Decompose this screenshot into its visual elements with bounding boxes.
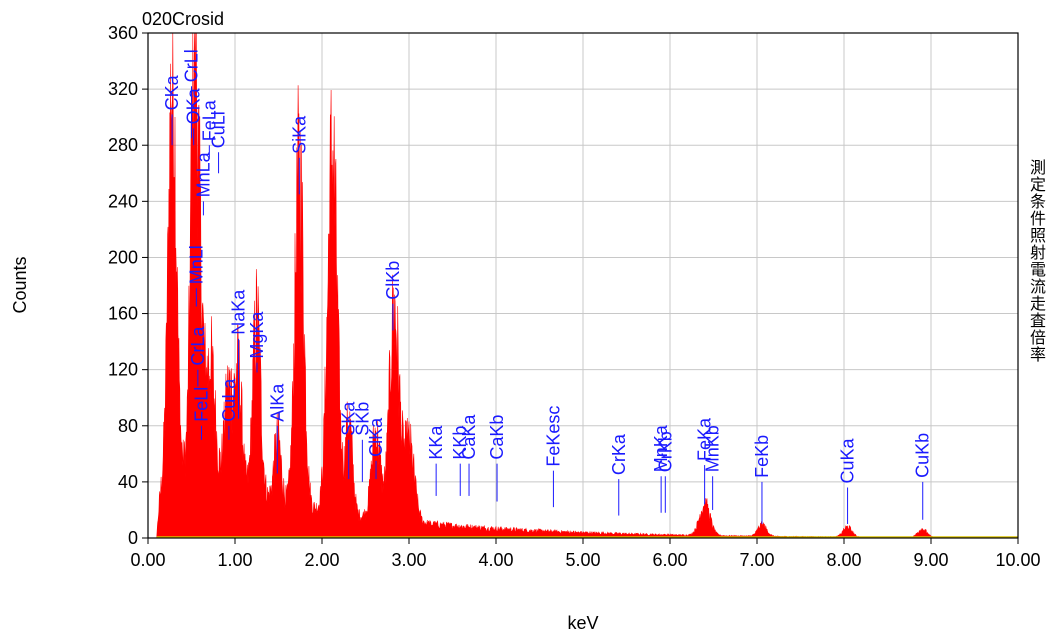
x-axis-title: keV: [567, 613, 598, 633]
y-tick-label: 160: [108, 304, 138, 324]
peak-label: CrLl: [182, 49, 202, 82]
peak-label: MnKb: [703, 425, 723, 472]
peak-label: CrKa: [609, 433, 629, 475]
spectrum-series: [148, 32, 1018, 539]
x-tick-label: 3.00: [391, 550, 426, 570]
peak-label: OKa: [184, 87, 204, 124]
peak-label: MnLl: [186, 245, 206, 284]
peak-label: MgKa: [247, 311, 267, 359]
peak-label: CuLl: [209, 111, 229, 148]
peak-label: CaKb: [487, 415, 507, 460]
x-tick-label: 10.00: [995, 550, 1040, 570]
x-tick-label: 4.00: [478, 550, 513, 570]
peak-label: FeLl: [192, 387, 212, 422]
x-tick-label: 1.00: [217, 550, 252, 570]
x-tick-label: 9.00: [913, 550, 948, 570]
peak-label: ClKa: [366, 417, 386, 457]
peak-label: ClKb: [383, 261, 403, 300]
chart-title: 020Crosid: [142, 9, 224, 29]
y-tick-label: 40: [118, 472, 138, 492]
peak-label: FeKa: [695, 417, 715, 461]
x-tick-label: 2.00: [304, 550, 339, 570]
peak-label: MnKa: [651, 424, 671, 472]
peak-label: CKa: [162, 74, 182, 110]
peak-label: KKb: [450, 426, 470, 460]
peak-label: CuKa: [838, 437, 858, 483]
peak-label: CaKa: [459, 414, 479, 460]
x-tick-label: 5.00: [565, 550, 600, 570]
peak-label: SKa: [339, 401, 359, 436]
x-tick-label: 7.00: [739, 550, 774, 570]
peak-label: CuKb: [913, 433, 933, 478]
side-note: 測定条件 照射電流 走査倍率: [1030, 160, 1047, 364]
y-axis-title: Counts: [10, 256, 30, 313]
peak-label: SKb: [352, 402, 372, 436]
peak-label: SiKa: [289, 115, 309, 154]
y-tick-label: 240: [108, 191, 138, 211]
y-tick-label: 200: [108, 247, 138, 267]
y-tick-label: 80: [118, 416, 138, 436]
y-axis-ticks: 0 40 80 120 160 200 240 280 320 360: [108, 23, 148, 548]
peak-label: FeKb: [752, 435, 772, 478]
y-tick-label: 360: [108, 23, 138, 43]
peak-label: NaKa: [229, 289, 249, 335]
peak-label: CuLa: [219, 378, 239, 422]
y-tick-label: 320: [108, 79, 138, 99]
peak-label: AlKa: [267, 383, 287, 422]
peak-label: FeKesc: [543, 406, 563, 467]
x-tick-label: 8.00: [826, 550, 861, 570]
x-tick-label: 0.00: [130, 550, 165, 570]
peak-label: MnLa: [193, 151, 213, 197]
y-tick-label: 280: [108, 135, 138, 155]
peak-label: FeLa: [199, 99, 219, 141]
y-tick-label: 0: [128, 528, 138, 548]
peak-label: CrKb: [655, 431, 675, 472]
peak-label: CrLa: [188, 326, 208, 366]
y-tick-label: 120: [108, 360, 138, 380]
x-axis-ticks: 0.00 1.00 2.00 3.00 4.00 5.00 6.00 7.00 8.00 9.00…: [130, 538, 1041, 570]
peak-label: KKa: [426, 425, 446, 460]
x-tick-label: 6.00: [652, 550, 687, 570]
